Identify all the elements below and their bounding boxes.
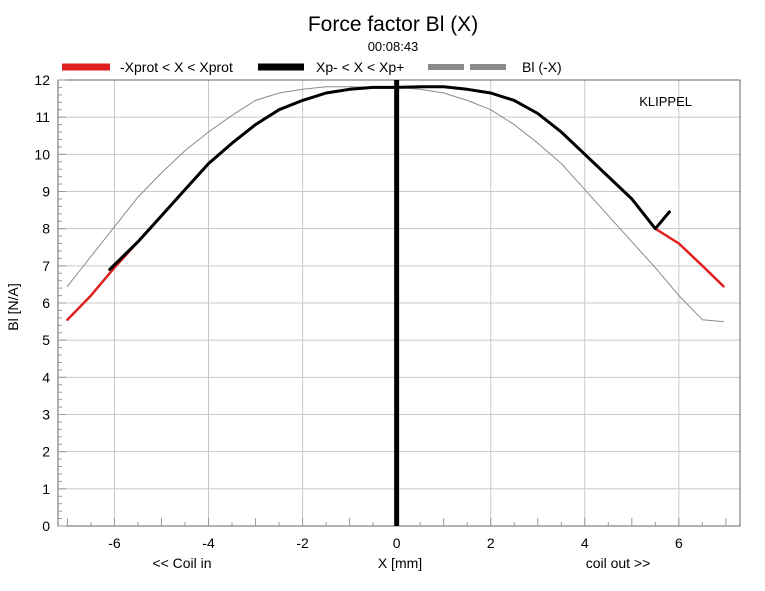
legend: -Xprot < X < Xprot Xp- < X < Xp+ Bl (-X) bbox=[62, 59, 562, 75]
y-tick-label: 3 bbox=[42, 407, 50, 423]
y-tick-label: 9 bbox=[42, 184, 50, 200]
y-tick-label: 12 bbox=[34, 72, 50, 88]
legend-label: -Xprot < X < Xprot bbox=[120, 59, 233, 75]
x-tick-label: -6 bbox=[108, 535, 121, 551]
x-tick-label: 2 bbox=[487, 535, 495, 551]
y-tick-label: 5 bbox=[42, 332, 50, 348]
chart-subtitle: 00:08:43 bbox=[368, 39, 419, 54]
x-axis-label: X [mm] bbox=[378, 555, 422, 571]
x-left-note: << Coil in bbox=[152, 555, 211, 571]
legend-label: Xp- < X < Xp+ bbox=[316, 59, 404, 75]
y-tick-label: 8 bbox=[42, 221, 50, 237]
watermark-label: KLIPPEL bbox=[639, 94, 692, 109]
x-tick-label: -4 bbox=[202, 535, 215, 551]
x-tick-label: 6 bbox=[675, 535, 683, 551]
y-tick-label: 11 bbox=[35, 109, 50, 125]
y-tick-label: 0 bbox=[42, 518, 50, 534]
legend-label: Bl (-X) bbox=[522, 59, 562, 75]
chart-title: Force factor Bl (X) bbox=[308, 13, 478, 36]
y-axis-label: Bl [N/A] bbox=[5, 283, 21, 330]
y-tick-label: 10 bbox=[34, 146, 50, 162]
x-tick-label: 4 bbox=[581, 535, 589, 551]
y-tick-label: 7 bbox=[42, 258, 50, 274]
y-tick-label: 2 bbox=[42, 444, 50, 460]
x-tick-label: -2 bbox=[296, 535, 309, 551]
y-tick-label: 1 bbox=[42, 481, 50, 497]
x-tick-label: 0 bbox=[393, 535, 401, 551]
y-tick-label: 6 bbox=[42, 295, 50, 311]
x-right-note: coil out >> bbox=[586, 555, 651, 571]
y-tick-label: 4 bbox=[42, 369, 50, 385]
